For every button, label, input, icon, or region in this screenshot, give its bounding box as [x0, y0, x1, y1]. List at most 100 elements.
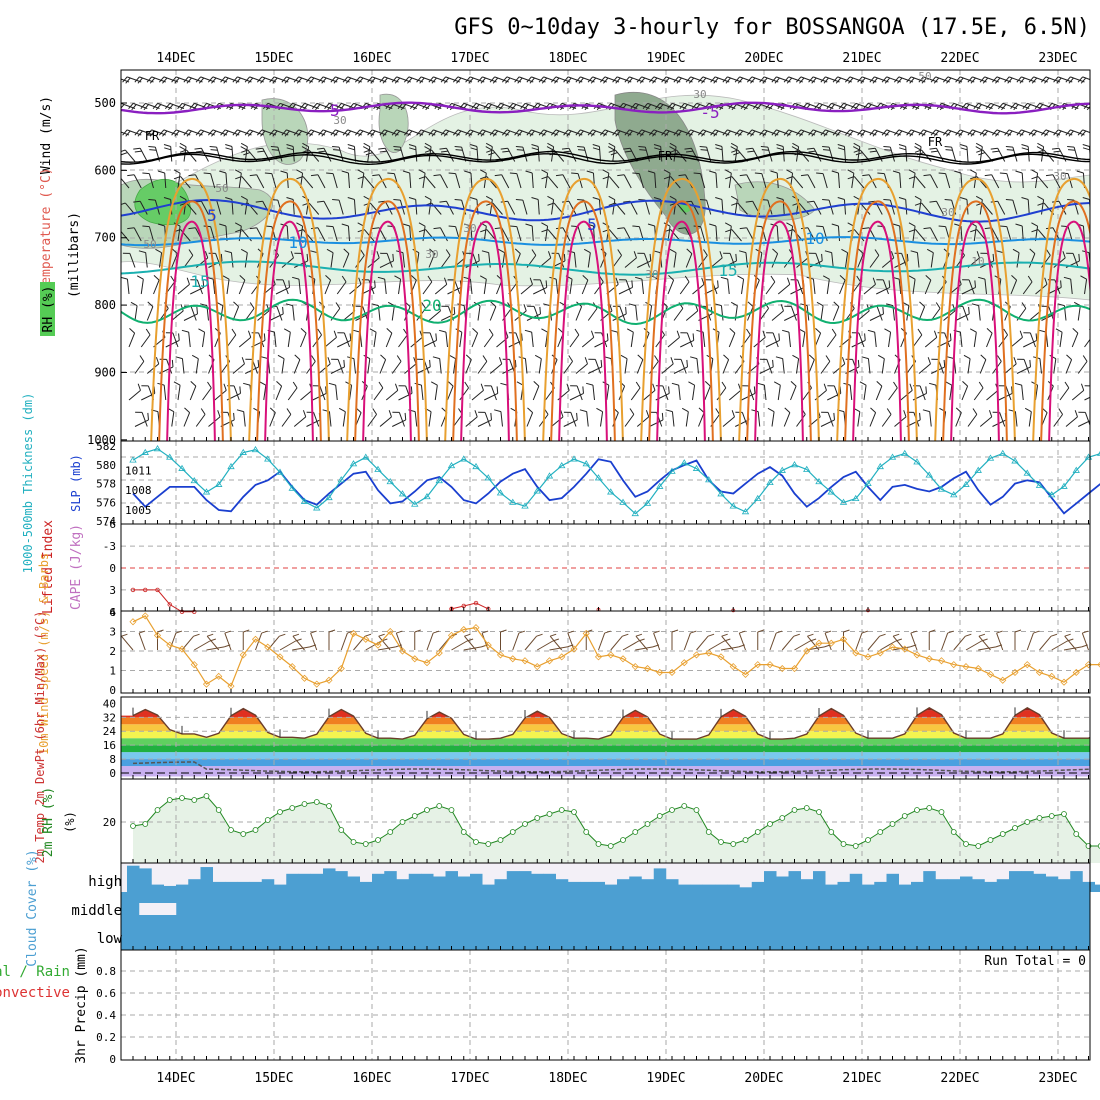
- cloud-high-bar: [935, 879, 948, 892]
- wind-barb-flag: [582, 274, 589, 281]
- wind-barb-flag: [603, 130, 609, 137]
- wind10m-barb-flag: [721, 633, 728, 637]
- wind-barb-flag: [670, 357, 674, 365]
- wind-barb: [338, 146, 344, 162]
- wind-barb-flag: [416, 129, 422, 136]
- wind-barb-flag: [847, 176, 855, 180]
- rh-legend-box: [40, 282, 55, 336]
- wind-barb: [978, 305, 981, 321]
- rh2m-point: [399, 819, 406, 825]
- wind-barb: [459, 332, 463, 348]
- wind-barb-flag: [739, 227, 747, 230]
- wind-barb-flag: [1082, 355, 1088, 362]
- wind-barb-flag: [739, 174, 747, 177]
- wind-barb: [543, 129, 558, 136]
- wind10m-barb-flag: [518, 630, 526, 634]
- wind-barb: [175, 76, 191, 83]
- wind-barb: [1072, 253, 1079, 268]
- wind-barb-flag: [853, 149, 861, 153]
- wind-barb-flag: [919, 301, 925, 307]
- wind-barb: [731, 176, 742, 189]
- temperature-band: [121, 710, 1090, 718]
- wind-barb: [422, 339, 437, 348]
- wind-barb-flag: [110, 77, 115, 82]
- thickness-point: [619, 498, 627, 505]
- wind10m-barb: [738, 632, 746, 651]
- wind-barb: [1077, 305, 1081, 321]
- wind-barb: [224, 76, 240, 83]
- wind-barb: [692, 385, 696, 401]
- rh2m-point: [803, 805, 810, 811]
- wind-barb: [886, 76, 901, 83]
- wind-barb-flag: [239, 274, 246, 281]
- rh2m-point: [644, 821, 651, 827]
- temperature-contour: [942, 200, 1008, 441]
- wind10m-point: [129, 618, 137, 626]
- wind-barb-flag: [1072, 327, 1079, 334]
- wind-barb: [698, 412, 705, 427]
- wind-barb-flag: [919, 412, 921, 420]
- wind10m-barb-flag: [1033, 630, 1040, 634]
- wind-barb: [121, 230, 130, 242]
- wind-barb-flag: [946, 77, 952, 84]
- thickness-point: [852, 494, 860, 502]
- wind-barb: [991, 174, 1000, 189]
- rh2m-point: [669, 807, 675, 813]
- wind-barb: [606, 173, 610, 189]
- cloud-high-bar: [678, 884, 691, 892]
- wind-barb: [237, 76, 252, 83]
- wind-barb-flag: [485, 146, 493, 151]
- wind-barb: [594, 339, 609, 348]
- wind-barb: [592, 129, 607, 136]
- wind-barb-flag: [494, 174, 502, 177]
- wind-barb-flag: [431, 130, 437, 137]
- thickness-point: [496, 489, 505, 496]
- wind10m-point: [1035, 668, 1044, 677]
- wind-barb-flag: [563, 129, 569, 136]
- wind-barb: [379, 260, 394, 268]
- wind-barb-flag: [431, 77, 437, 84]
- wind10m-barb: [463, 646, 482, 651]
- wind10m-barb-flag: [690, 630, 697, 634]
- wind-barb-flag: [624, 76, 630, 83]
- wind-barb: [244, 199, 248, 215]
- wind-barb-flag: [400, 104, 407, 111]
- wind10m-barb-flag: [175, 630, 183, 634]
- wind-barb: [489, 363, 503, 374]
- wind-barb-flag: [255, 147, 263, 150]
- wind-barb: [200, 76, 215, 83]
- wind-barb: [986, 332, 993, 348]
- wind-barb: [324, 336, 337, 348]
- wind-barb: [837, 226, 840, 242]
- wind-barb: [1008, 76, 1024, 83]
- wind-barb: [745, 252, 748, 268]
- wind-barb-flag: [492, 130, 499, 137]
- wind-barb-flag: [1034, 103, 1041, 109]
- wind-barb-flag: [515, 146, 523, 148]
- wind-barb-flag: [326, 225, 334, 228]
- wind-barb-flag: [676, 130, 682, 137]
- wind-barb-flag: [898, 197, 906, 201]
- wind-barb: [612, 255, 622, 268]
- wind-barb-flag: [1025, 104, 1031, 111]
- wind10m-barb: [696, 635, 709, 651]
- wind-barb-flag: [933, 330, 938, 338]
- wind-barb: [853, 176, 865, 189]
- wind10m-barb: [978, 635, 991, 651]
- wind-barb: [1027, 102, 1042, 109]
- wind-barb-flag: [130, 301, 138, 307]
- precip-run-total: Run Total = 0: [984, 954, 1086, 969]
- wind-barb-flag: [745, 147, 753, 150]
- wind-barb: [292, 102, 307, 109]
- wind-barb: [685, 253, 693, 268]
- wind-barb-flag: [220, 253, 223, 261]
- wind-barb-flag: [678, 174, 686, 177]
- wind-barb-flag: [970, 176, 978, 180]
- wind-barb: [1010, 336, 1023, 348]
- wind-barb-flag: [945, 149, 953, 151]
- wind-barb-flag: [872, 277, 876, 285]
- wind-barb: [759, 308, 769, 321]
- wind-barb: [195, 358, 199, 374]
- wind-barb-flag: [240, 248, 248, 254]
- thickness-point: [766, 478, 774, 486]
